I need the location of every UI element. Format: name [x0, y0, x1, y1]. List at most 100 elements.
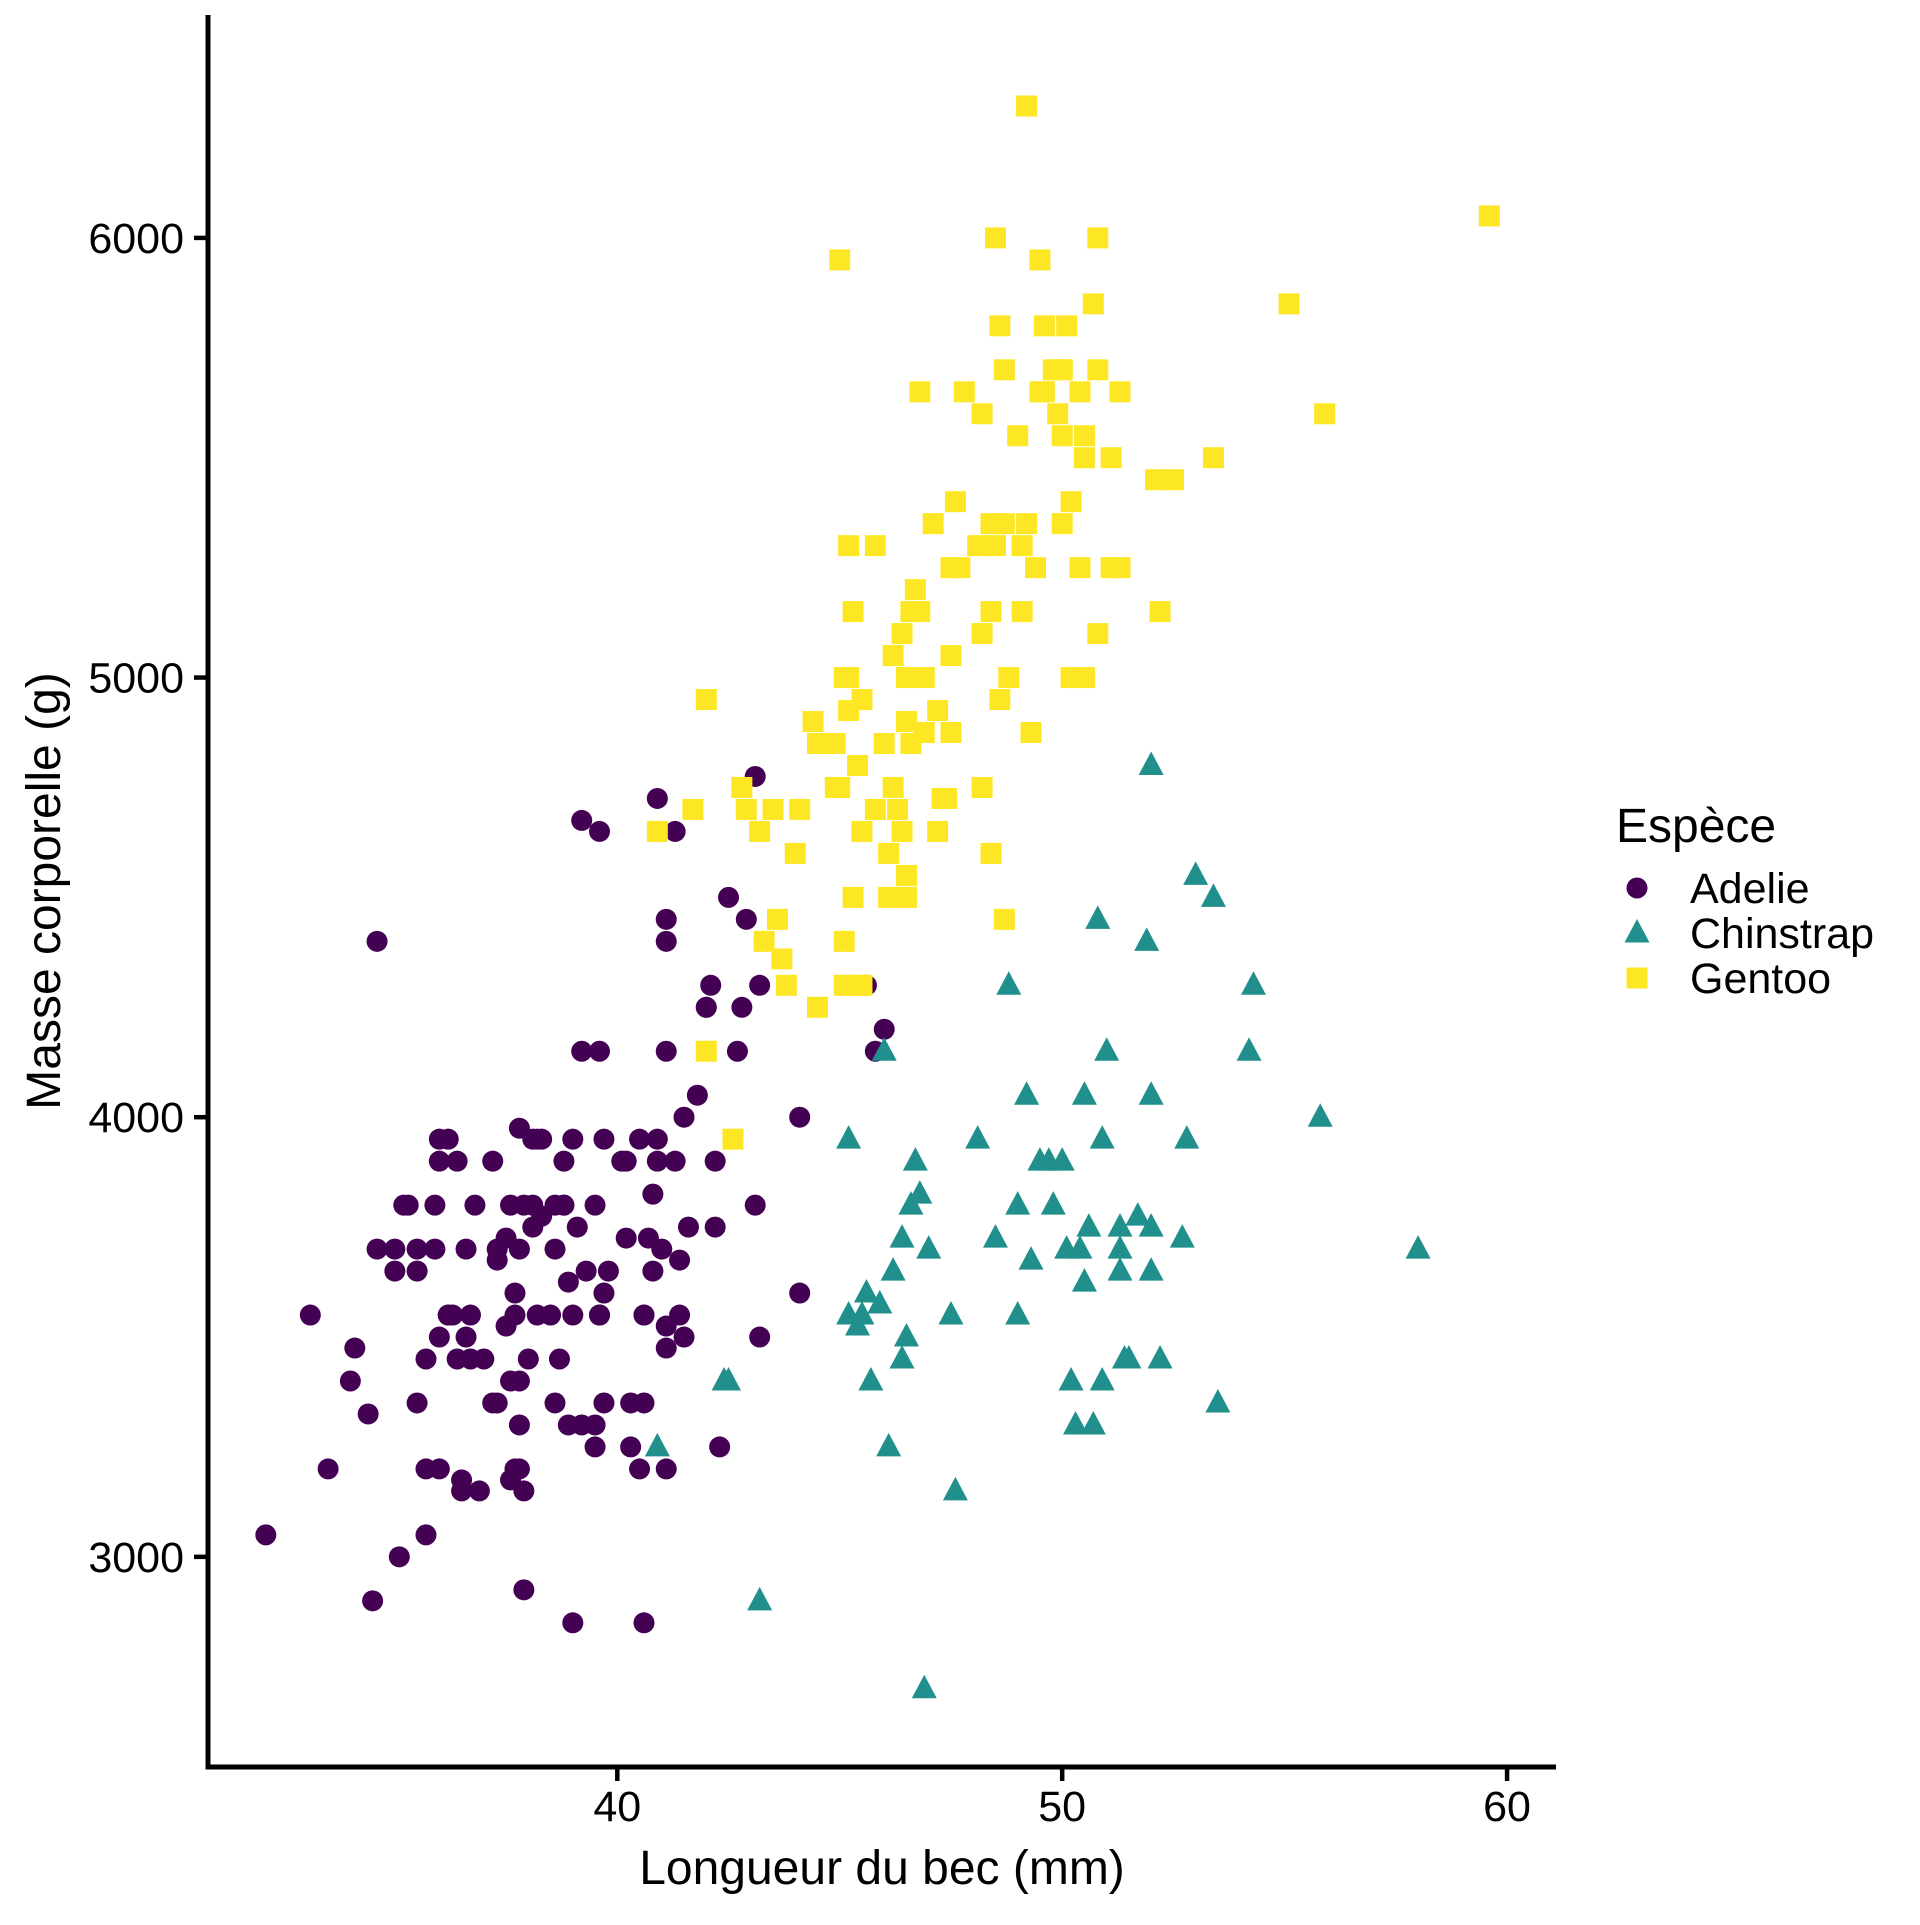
data-point — [980, 601, 1002, 623]
data-point — [633, 1392, 655, 1414]
data-point — [1478, 205, 1500, 227]
data-point — [944, 491, 966, 513]
data-point — [722, 1128, 744, 1150]
data-point — [851, 820, 873, 842]
data-point — [836, 1125, 862, 1149]
data-point — [1087, 227, 1109, 249]
data-point — [940, 645, 962, 667]
data-point — [562, 1304, 584, 1326]
data-point — [593, 1282, 615, 1304]
data-point — [942, 1476, 968, 1501]
data-point — [593, 1392, 615, 1414]
data-point — [508, 1414, 530, 1436]
data-point — [664, 1150, 686, 1172]
data-point — [508, 1117, 530, 1139]
data-point — [446, 1348, 468, 1370]
data-point — [424, 1194, 446, 1216]
series-chinstrap — [644, 751, 1431, 1699]
data-point — [544, 1392, 566, 1414]
data-point — [1202, 447, 1224, 469]
data-point — [802, 711, 824, 733]
data-point — [731, 776, 753, 798]
data-point — [428, 1150, 450, 1172]
adelie-circle-icon — [1626, 877, 1648, 899]
data-point — [1036, 1147, 1062, 1171]
data-point — [829, 249, 851, 271]
series-gentoo — [646, 95, 1500, 1150]
data-point — [1149, 601, 1171, 623]
data-point — [415, 1458, 437, 1480]
data-point — [971, 623, 993, 645]
data-point — [1107, 1235, 1133, 1259]
data-point — [1073, 425, 1095, 447]
data-point — [593, 1128, 615, 1150]
data-point — [1200, 883, 1226, 907]
data-point — [993, 513, 1015, 535]
data-point — [1085, 905, 1111, 929]
data-point — [775, 974, 797, 996]
data-point — [880, 1257, 906, 1281]
legend-label-gentoo: Gentoo — [1690, 955, 1831, 1003]
data-point — [646, 1150, 668, 1172]
gentoo-square-icon — [1626, 967, 1648, 989]
data-point — [873, 1018, 895, 1040]
data-point — [1138, 1213, 1164, 1237]
data-point — [891, 623, 913, 645]
data-point — [889, 1224, 915, 1248]
data-point — [646, 787, 668, 809]
data-point — [504, 1458, 526, 1480]
data-point — [771, 948, 793, 970]
data-point — [749, 974, 771, 996]
data-point — [716, 1366, 742, 1391]
data-point — [588, 820, 610, 842]
data-point — [718, 886, 740, 908]
data-point — [664, 820, 686, 842]
data-point — [1060, 667, 1082, 689]
data-point — [571, 809, 593, 831]
data-point — [882, 776, 904, 798]
legend-label-chinstrap: Chinstrap — [1690, 910, 1874, 958]
data-point — [836, 1301, 862, 1325]
data-point — [1205, 1388, 1231, 1413]
data-points-layer — [255, 95, 1500, 1699]
data-point — [971, 403, 993, 425]
data-point — [393, 1194, 415, 1216]
data-point — [459, 1304, 481, 1326]
data-point — [686, 1084, 708, 1106]
data-point — [895, 886, 917, 908]
data-point — [996, 971, 1022, 995]
data-point — [982, 1224, 1008, 1248]
data-point — [1082, 293, 1104, 315]
data-point — [1016, 513, 1038, 535]
data-point — [615, 1150, 637, 1172]
data-point — [747, 1586, 773, 1611]
data-point — [1107, 1257, 1133, 1281]
data-point — [1111, 1345, 1137, 1369]
data-point — [824, 776, 846, 798]
data-point — [909, 381, 931, 403]
data-point — [876, 1432, 902, 1457]
y-tick-label: 4000 — [88, 1094, 184, 1142]
data-point — [473, 1348, 495, 1370]
data-point — [655, 1458, 677, 1480]
data-point — [1183, 861, 1209, 885]
data-point — [455, 1326, 477, 1348]
data-point — [1089, 1366, 1115, 1391]
data-point — [907, 1180, 933, 1204]
data-point — [562, 1128, 584, 1150]
data-point — [339, 1370, 361, 1392]
data-point — [588, 1040, 610, 1062]
data-point — [1240, 971, 1266, 995]
legend-item-gentoo: Gentoo — [1626, 955, 1831, 1003]
data-point — [384, 1260, 406, 1282]
data-point — [406, 1238, 428, 1260]
data-point — [1107, 1213, 1133, 1237]
data-point — [597, 1260, 619, 1282]
data-point — [695, 689, 717, 711]
data-point — [887, 798, 909, 820]
data-point — [1024, 557, 1046, 579]
data-point — [726, 1040, 748, 1062]
y-axis-title: Masse corporelle (g) — [18, 672, 71, 1109]
data-point — [927, 700, 949, 722]
data-point — [980, 842, 1002, 864]
